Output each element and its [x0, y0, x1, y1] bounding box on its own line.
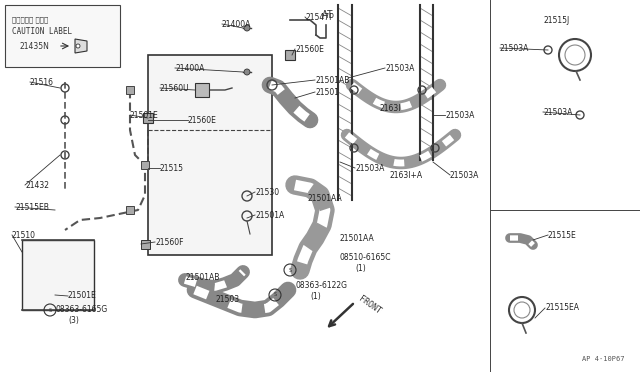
- Text: 21503A: 21503A: [385, 64, 414, 73]
- Bar: [141, 161, 149, 169]
- Circle shape: [76, 44, 80, 48]
- Bar: [143, 113, 153, 123]
- Text: FRONT: FRONT: [357, 294, 383, 316]
- Text: (1): (1): [310, 292, 321, 301]
- Circle shape: [244, 25, 250, 31]
- Text: 2163l: 2163l: [380, 103, 401, 112]
- FancyBboxPatch shape: [5, 5, 120, 67]
- Text: 21503A: 21503A: [355, 164, 385, 173]
- Text: 08510-6165C: 08510-6165C: [340, 253, 392, 263]
- Text: 21432: 21432: [25, 180, 49, 189]
- Text: S: S: [289, 267, 292, 273]
- Text: 21501AB: 21501AB: [185, 273, 220, 282]
- Text: AP 4·10P67: AP 4·10P67: [582, 356, 625, 362]
- Text: 21503A: 21503A: [445, 110, 474, 119]
- Text: 21501AB: 21501AB: [315, 76, 349, 84]
- Polygon shape: [75, 39, 87, 53]
- Text: 21560E: 21560E: [295, 45, 324, 54]
- Text: 21515J: 21515J: [543, 16, 569, 25]
- Text: 21503A: 21503A: [450, 170, 479, 180]
- Text: 21515EA: 21515EA: [545, 304, 579, 312]
- Text: 21503A: 21503A: [500, 44, 529, 52]
- Bar: [22, 240, 94, 310]
- Bar: [126, 86, 134, 94]
- Text: AT: AT: [322, 10, 333, 20]
- Text: 21400A: 21400A: [222, 19, 252, 29]
- Text: 21503: 21503: [215, 295, 239, 305]
- Text: 21501E: 21501E: [130, 110, 159, 119]
- Text: 21560U: 21560U: [160, 83, 189, 93]
- Bar: [285, 50, 295, 60]
- Text: 21547P: 21547P: [305, 13, 333, 22]
- Text: 08363-6122G: 08363-6122G: [295, 280, 347, 289]
- Text: 21560E: 21560E: [188, 115, 217, 125]
- Text: (3): (3): [68, 317, 79, 326]
- Circle shape: [244, 69, 250, 75]
- Text: 21435N: 21435N: [20, 42, 50, 51]
- Text: 21501AA: 21501AA: [308, 193, 343, 202]
- Text: S: S: [273, 292, 276, 298]
- Bar: [141, 240, 150, 249]
- Text: 21515E: 21515E: [548, 231, 577, 240]
- Bar: [195, 83, 209, 97]
- Text: S: S: [49, 308, 52, 312]
- Text: 21501: 21501: [315, 87, 339, 96]
- Text: 21501E: 21501E: [68, 292, 97, 301]
- Text: 21515: 21515: [160, 164, 184, 173]
- Text: 21560F: 21560F: [155, 237, 184, 247]
- Text: 21515EB: 21515EB: [15, 202, 49, 212]
- Text: 21503A: 21503A: [543, 108, 572, 116]
- Bar: [148, 55, 272, 255]
- Text: 21400A: 21400A: [175, 64, 204, 73]
- Bar: [126, 206, 134, 214]
- Text: (1): (1): [355, 263, 365, 273]
- Text: 21510: 21510: [12, 231, 36, 240]
- Text: 21516: 21516: [30, 77, 54, 87]
- Text: CAUTION LABEL: CAUTION LABEL: [12, 27, 72, 36]
- Text: 08363-6165G: 08363-6165G: [55, 305, 108, 314]
- Text: コーション ラベル: コーション ラベル: [12, 16, 48, 23]
- Text: 2163l+A: 2163l+A: [390, 170, 423, 180]
- Text: 21530: 21530: [255, 187, 279, 196]
- Text: 21501A: 21501A: [255, 211, 284, 219]
- Text: 21501AA: 21501AA: [340, 234, 375, 243]
